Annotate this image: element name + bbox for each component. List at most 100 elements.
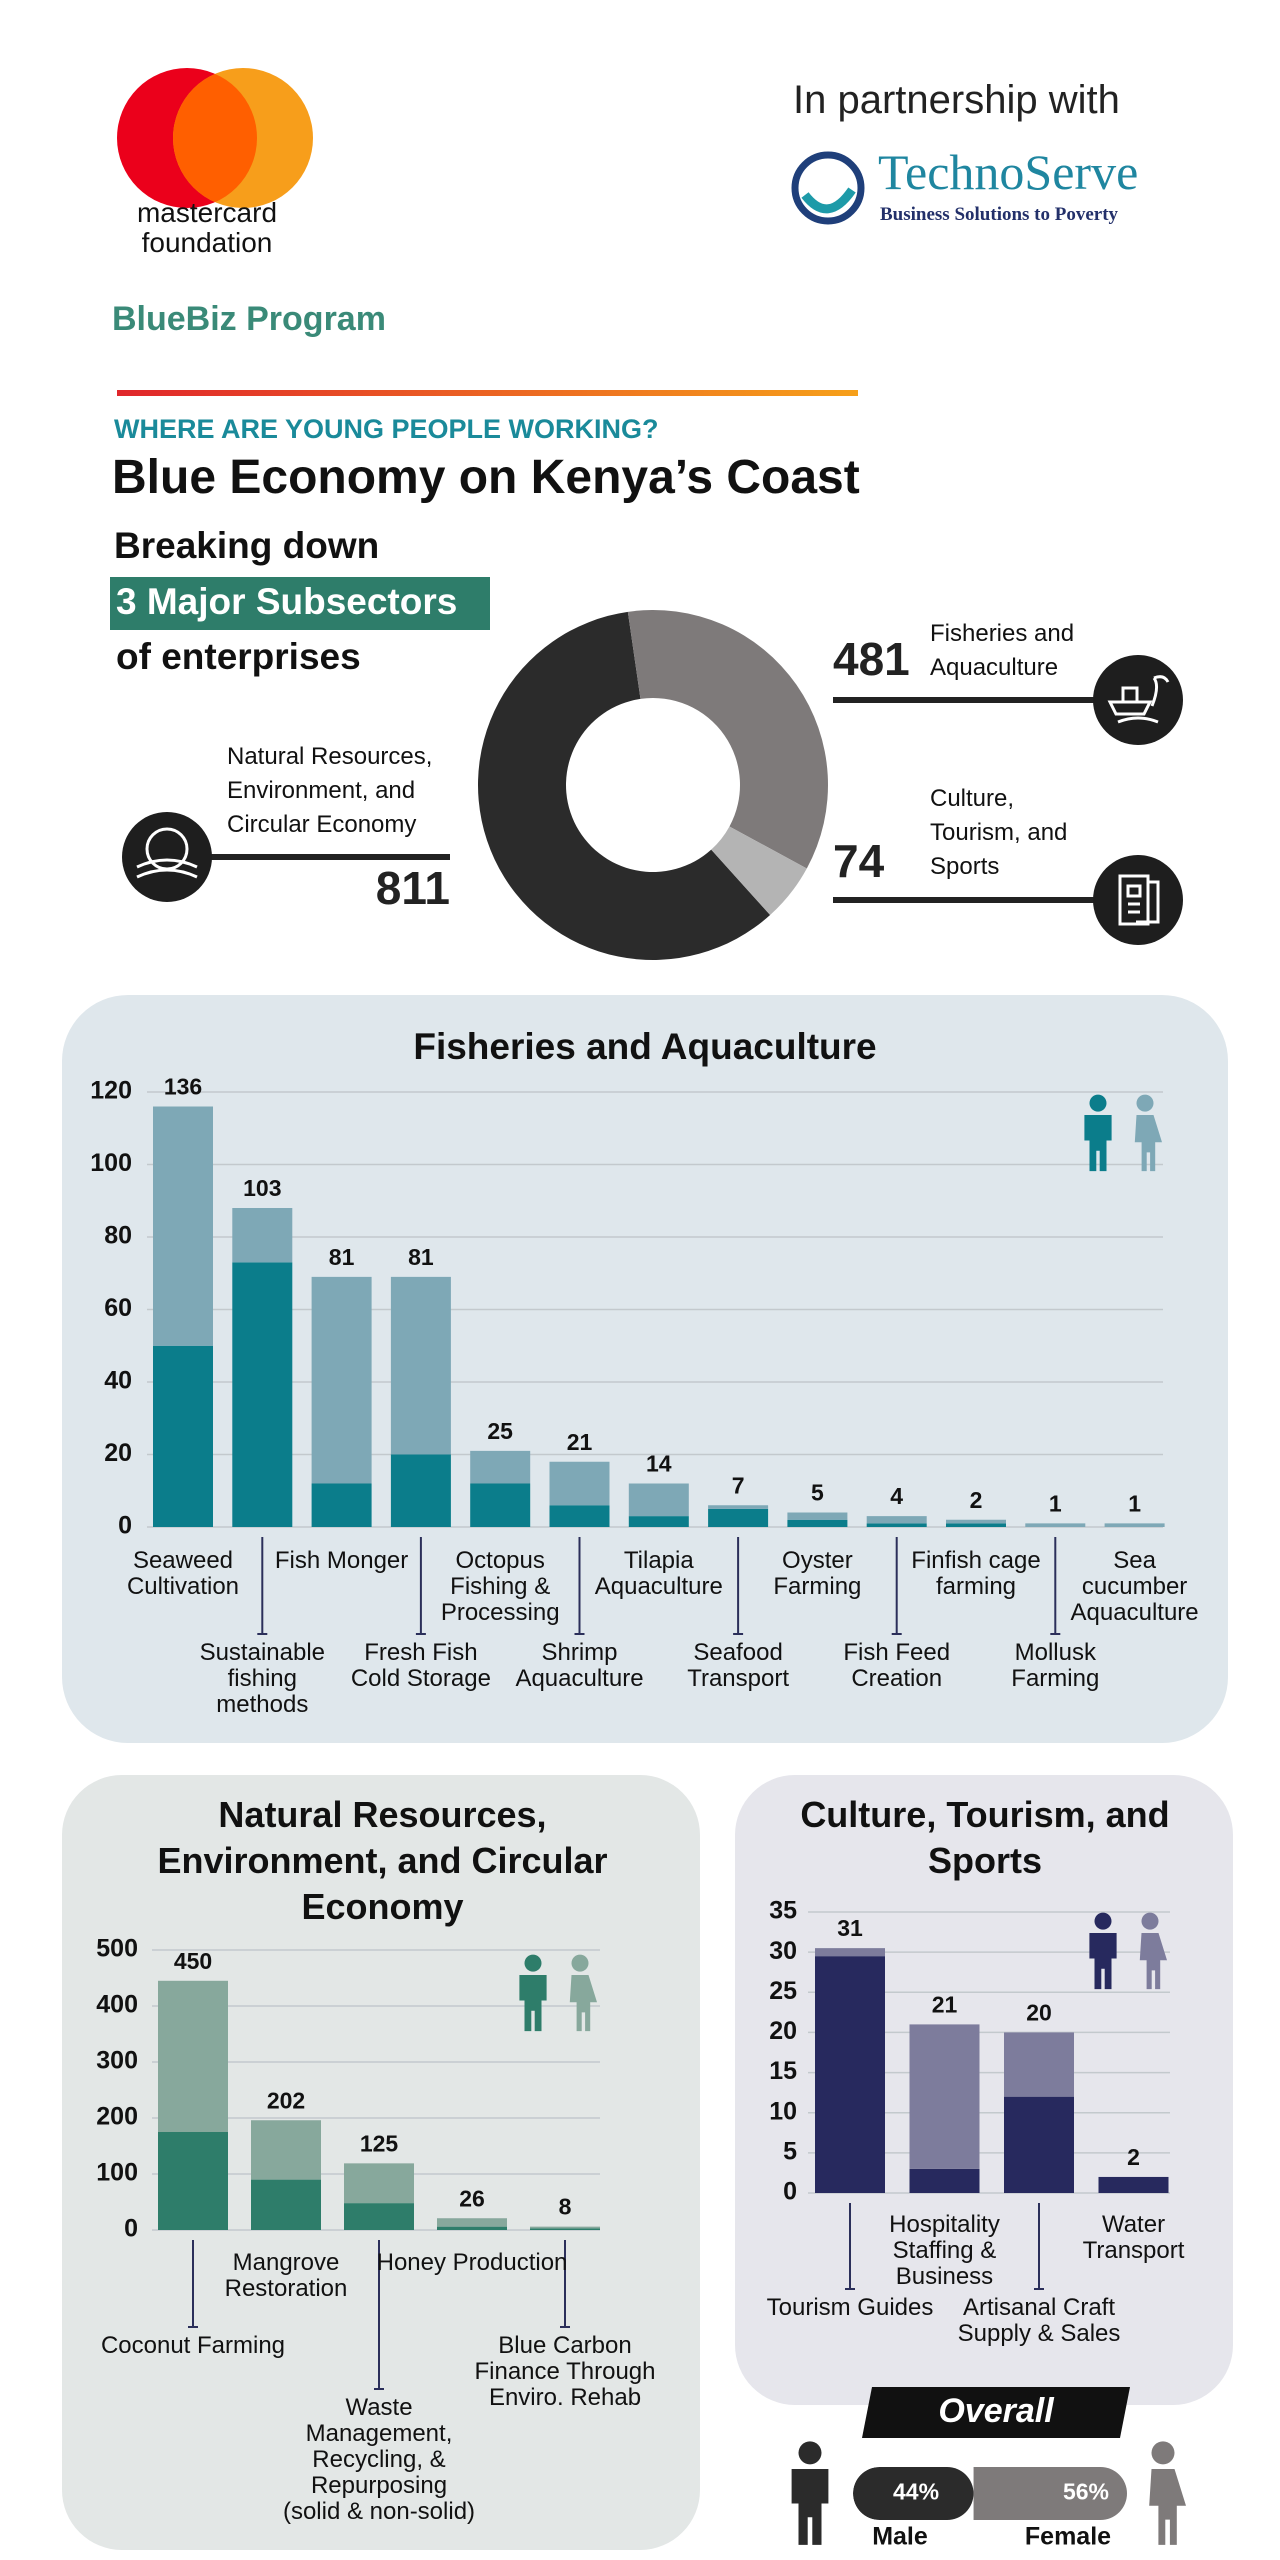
chart-title: Natural Resources, Environment, and Circ… xyxy=(157,1794,608,1927)
bar-segment xyxy=(344,2163,414,2204)
male-icon xyxy=(519,1954,547,2032)
x-tick-label: Tilapia Aquaculture xyxy=(594,1547,723,1600)
subsector-label: Fisheries and Aquaculture xyxy=(930,620,1075,681)
share-category: Male xyxy=(872,2523,928,2551)
subsector-label: Natural Resources, Environment, and Circ… xyxy=(227,743,433,838)
total-label: 1 xyxy=(1049,1490,1062,1516)
partner-tagline: Business Solutions to Poverty xyxy=(880,204,1119,225)
bar-segment xyxy=(946,1519,1006,1524)
donut-segment xyxy=(627,610,828,869)
bar-segment xyxy=(909,2168,980,2193)
icon-body xyxy=(791,2469,829,2545)
share-title: Overall xyxy=(938,2392,1055,2430)
female-icon xyxy=(1149,2441,1186,2545)
share-segment xyxy=(973,2467,1127,2520)
bar-segment xyxy=(866,1523,927,1527)
x-tick-label: Fish Monger xyxy=(274,1547,409,1574)
x-tick-label: Fresh Fish Cold Storage xyxy=(350,1639,491,1692)
icon-body xyxy=(519,1975,547,2032)
bar-segment xyxy=(815,1948,885,1957)
donut-segment xyxy=(477,611,771,961)
x-tick-label: Seafood Transport xyxy=(687,1639,789,1692)
bar-segment xyxy=(311,1483,372,1527)
total-label: 81 xyxy=(408,1244,434,1270)
y-tick-label: 80 xyxy=(104,1222,132,1250)
total-label: 125 xyxy=(360,2130,399,2156)
female-icon xyxy=(1139,1912,1167,1990)
x-tick-label: Sea cucumber Aquaculture xyxy=(1070,1547,1199,1626)
total-label: 7 xyxy=(732,1472,745,1498)
x-tick-label: Fish Feed Creation xyxy=(843,1639,951,1692)
y-tick-label: 100 xyxy=(96,2159,138,2187)
icon-body xyxy=(1084,1115,1112,1172)
icon-head xyxy=(1089,1094,1107,1112)
program: BlueBiz Program xyxy=(112,300,386,338)
icon-head xyxy=(1136,1094,1154,1112)
icon-head xyxy=(1151,2441,1175,2465)
x-tick-label: Honey Production xyxy=(376,2249,568,2276)
total-label: 202 xyxy=(267,2087,305,2113)
icon-head xyxy=(1141,1912,1159,1930)
subsector-icon xyxy=(1093,855,1183,945)
icon-line xyxy=(1107,675,1170,724)
bar-segment xyxy=(909,2024,980,2169)
icon-head xyxy=(1094,1912,1112,1930)
y-tick-label: 30 xyxy=(769,1937,797,1965)
share-category: Female xyxy=(1025,2523,1111,2551)
highlight-box xyxy=(110,577,490,630)
x-tick-label: Shrimp Aquaculture xyxy=(515,1639,644,1692)
bar-segment xyxy=(232,1208,293,1263)
female-icon xyxy=(1134,1094,1162,1172)
bar-segment xyxy=(628,1483,689,1517)
y-tick-label: 5 xyxy=(783,2137,797,2165)
bar-segment xyxy=(311,1276,372,1484)
total-label: 14 xyxy=(646,1451,672,1477)
bar-segment xyxy=(158,2132,228,2230)
x-tick-label: Waste Management, Recycling, & Repurposi… xyxy=(282,2394,476,2525)
highlight: 3 Major Subsectors xyxy=(116,581,458,622)
male-icon xyxy=(791,2441,829,2545)
subsector-label: Culture, Tourism, and Sports xyxy=(930,785,1068,880)
bar-segment xyxy=(946,1523,1006,1527)
y-tick-label: 200 xyxy=(96,2103,138,2131)
bar-segment xyxy=(1004,2032,1074,2097)
total-label: 21 xyxy=(567,1429,593,1455)
brand-line: mastercard xyxy=(136,197,278,228)
y-tick-label: 400 xyxy=(96,1991,138,2019)
total-label: 20 xyxy=(1026,2000,1052,2026)
lead: Breaking down xyxy=(114,525,380,566)
bar-segment xyxy=(708,1505,769,1509)
icon-body xyxy=(1139,1933,1167,1990)
bar-segment xyxy=(344,2203,414,2230)
x-tick-label: Coconut Farming xyxy=(100,2332,286,2359)
divider xyxy=(117,390,858,396)
bar-segment xyxy=(437,2226,507,2230)
icon-line xyxy=(136,858,198,879)
bar-segment xyxy=(787,1512,848,1520)
y-tick-label: 20 xyxy=(769,2017,797,2045)
share-label: 56% xyxy=(1063,2479,1109,2505)
icon-head xyxy=(571,1954,589,1972)
value-label: 811 xyxy=(376,862,450,914)
y-tick-label: 15 xyxy=(769,2057,797,2085)
kicker: WHERE ARE YOUNG PEOPLE WORKING? xyxy=(114,414,659,444)
total-label: 21 xyxy=(932,1991,958,2017)
x-tick-label: Water Transport xyxy=(1082,2211,1185,2264)
bar-segment xyxy=(153,1106,213,1346)
icon-line xyxy=(1118,874,1160,926)
panel xyxy=(62,995,1228,1743)
subsector-icon xyxy=(122,812,212,902)
bar-segment xyxy=(437,2218,507,2227)
share-segment xyxy=(853,2467,974,2520)
total-label: 8 xyxy=(559,2194,572,2220)
y-tick-label: 120 xyxy=(90,1077,132,1105)
x-tick-label: Seaweed Cultivation xyxy=(126,1547,240,1600)
total-label: 81 xyxy=(329,1244,355,1270)
brand-line: foundation xyxy=(141,227,273,258)
donut-segment xyxy=(711,826,807,916)
bar-segment xyxy=(1025,1523,1086,1527)
tail: of enterprises xyxy=(116,636,361,677)
y-tick-label: 10 xyxy=(769,2097,797,2125)
